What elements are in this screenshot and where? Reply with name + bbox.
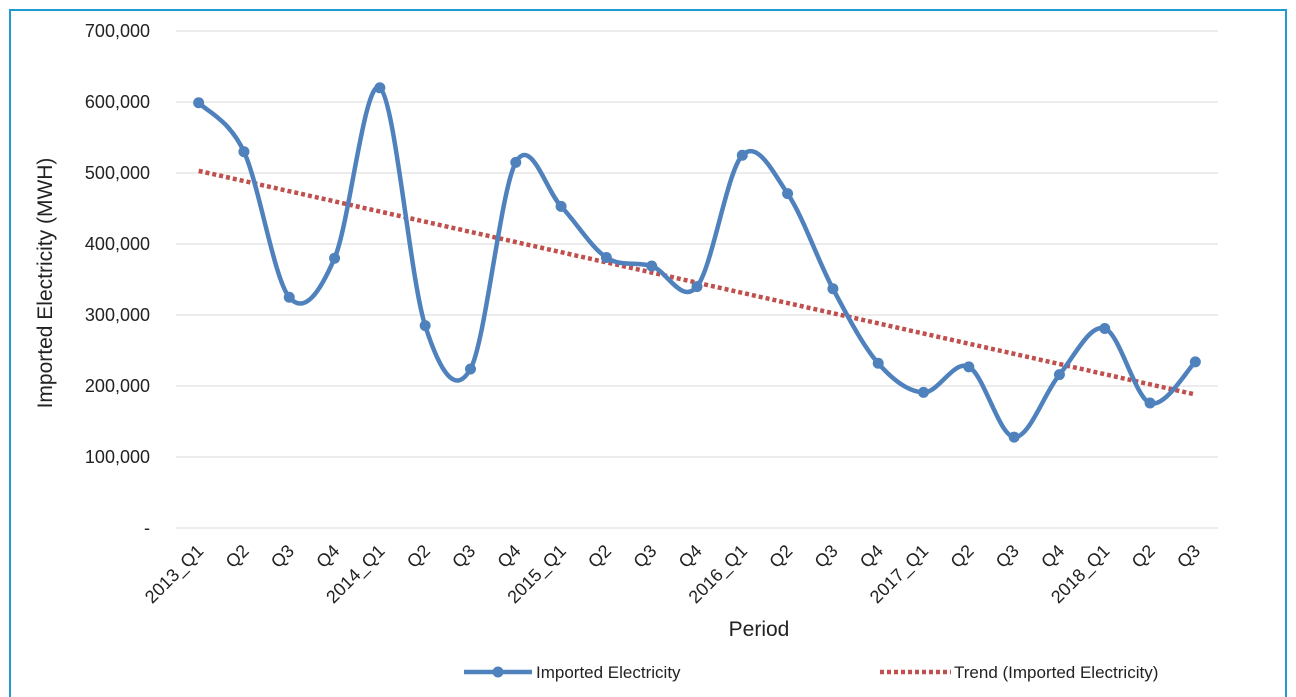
x-tick-label: Q2 xyxy=(765,541,796,572)
legend-label-trend: Trend (Imported Electricity) xyxy=(954,663,1158,682)
x-tick-label: Q4 xyxy=(675,541,706,572)
data-point xyxy=(238,146,250,158)
data-point xyxy=(600,251,612,263)
legend-marker xyxy=(492,666,504,678)
x-tick-label: Q2 xyxy=(947,541,978,572)
series-layer xyxy=(193,82,1201,443)
trend-line xyxy=(198,168,1196,397)
x-tick-label: Q3 xyxy=(1173,541,1204,572)
y-tick-label: 500,000 xyxy=(85,163,150,183)
y-tick-label: 200,000 xyxy=(85,376,150,396)
x-tick-label: Q4 xyxy=(312,541,343,572)
y-tick-label: 100,000 xyxy=(85,447,150,467)
data-point xyxy=(827,283,839,295)
data-point xyxy=(329,252,341,264)
y-tick-label: 300,000 xyxy=(85,305,150,325)
data-point xyxy=(1144,397,1156,409)
series-line-imported-electricity xyxy=(197,85,1198,440)
data-point xyxy=(555,200,567,212)
x-tick-label: Q4 xyxy=(1037,541,1068,572)
x-tick-label: Q3 xyxy=(448,541,479,572)
y-tick-label: 600,000 xyxy=(85,92,150,112)
y-axis-title: Imported Electricity (MWH) xyxy=(34,158,57,409)
x-tick-label: Q4 xyxy=(856,541,887,572)
y-axis-ticks: - 100,000 200,000 300,000 400,000 500,000 600,… xyxy=(85,21,150,538)
x-tick-label: Q2 xyxy=(584,541,615,572)
data-point xyxy=(1053,369,1065,381)
x-tick-label: Q2 xyxy=(1128,541,1159,572)
x-tick-label: Q3 xyxy=(267,541,298,572)
data-point xyxy=(374,82,386,94)
data-point xyxy=(963,361,975,373)
x-axis-title: Period xyxy=(729,618,790,641)
x-tick-label: 2013_Q1 xyxy=(141,541,208,608)
data-point xyxy=(736,149,748,161)
x-tick-label: Q4 xyxy=(493,541,524,572)
x-tick-label: Q2 xyxy=(222,541,253,572)
data-point xyxy=(1008,431,1020,443)
data-point xyxy=(283,291,295,303)
legend: Imported Electricity Trend (Imported Elec… xyxy=(464,663,1158,682)
data-point xyxy=(691,281,703,293)
y-tick-label: 400,000 xyxy=(85,234,150,254)
data-point xyxy=(419,320,431,332)
data-point xyxy=(782,188,794,200)
data-point xyxy=(872,357,884,369)
gridlines xyxy=(176,30,1218,529)
legend-label-imported-electricity: Imported Electricity xyxy=(536,663,681,682)
x-tick-label: Q3 xyxy=(992,541,1023,572)
x-tick-label: Q3 xyxy=(629,541,660,572)
data-point xyxy=(510,156,522,168)
y-tick-label: 700,000 xyxy=(85,21,150,41)
data-point xyxy=(1189,356,1201,368)
data-point xyxy=(1099,322,1111,334)
data-point xyxy=(918,386,930,398)
data-point xyxy=(193,97,205,109)
x-tick-label: Q3 xyxy=(811,541,842,572)
x-tick-label: Q2 xyxy=(403,541,434,572)
data-point xyxy=(646,260,658,272)
data-point xyxy=(464,363,476,375)
y-tick-label: - xyxy=(144,518,150,538)
